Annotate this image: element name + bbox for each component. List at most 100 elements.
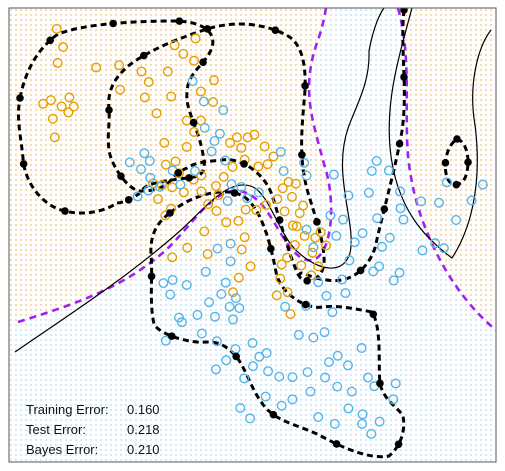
grid-dot: [200, 199, 202, 201]
grid-dot: [145, 139, 147, 141]
grid-dot: [15, 199, 17, 201]
grid-dot: [360, 84, 362, 86]
grid-dot: [400, 149, 402, 151]
grid-dot: [280, 204, 282, 206]
grid-dot: [415, 239, 417, 241]
grid-dot: [380, 199, 382, 201]
grid-dot: [360, 114, 362, 116]
grid-dot: [460, 74, 462, 76]
grid-dot: [360, 139, 362, 141]
grid-dot: [40, 109, 42, 111]
grid-dot: [90, 264, 92, 266]
grid-dot: [480, 44, 482, 46]
grid-dot: [120, 64, 122, 66]
grid-dot: [430, 194, 432, 196]
grid-dot: [445, 149, 447, 151]
grid-dot: [435, 59, 437, 61]
grid-dot: [490, 239, 492, 241]
grid-dot: [250, 29, 252, 31]
grid-dot: [150, 39, 152, 41]
grid-dot: [75, 149, 77, 151]
grid-dot: [170, 199, 172, 201]
grid-dot: [435, 154, 437, 156]
grid-dot: [475, 114, 477, 116]
grid-dot: [190, 214, 192, 216]
grid-dot: [475, 79, 477, 81]
grid-dot: [195, 9, 197, 11]
grid-dot: [120, 169, 122, 171]
grid-dot: [355, 84, 357, 86]
grid-dot: [390, 84, 392, 86]
grid-dot: [355, 219, 357, 221]
grid-dot: [270, 104, 272, 106]
grid-dot: [290, 84, 292, 86]
grid-dot: [20, 34, 22, 36]
grid-dot: [190, 14, 192, 16]
grid-dot: [380, 149, 382, 151]
grid-dot: [430, 139, 432, 141]
grid-dot: [360, 224, 362, 226]
grid-dot: [470, 154, 472, 156]
grid-dot: [15, 184, 17, 186]
grid-dot: [75, 199, 77, 201]
grid-dot: [370, 24, 372, 26]
grid-dot: [270, 259, 272, 261]
grid-dot: [350, 9, 352, 11]
grid-dot: [95, 239, 97, 241]
grid-dot: [15, 224, 17, 226]
grid-dot: [220, 34, 222, 36]
grid-dot: [240, 44, 242, 46]
grid-dot: [405, 174, 407, 176]
grid-dot: [320, 159, 322, 161]
grid-dot: [245, 189, 247, 191]
grid-dot: [150, 174, 152, 176]
grid-dot: [455, 44, 457, 46]
grid-dot: [310, 84, 312, 86]
grid-dot: [310, 159, 312, 161]
grid-dot: [165, 134, 167, 136]
grid-dot: [490, 134, 492, 136]
grid-dot: [165, 64, 167, 66]
grid-dot: [10, 149, 12, 151]
grid-dot: [85, 49, 87, 51]
grid-dot: [205, 254, 207, 256]
grid-dot: [125, 89, 127, 91]
grid-dot: [20, 49, 22, 51]
grid-dot: [285, 149, 287, 151]
grid-dot: [55, 169, 57, 171]
grid-dot: [250, 49, 252, 51]
grid-dot: [390, 204, 392, 206]
grid-dot: [240, 9, 242, 11]
grid-dot: [145, 99, 147, 101]
grid-dot: [160, 224, 162, 226]
grid-dot: [135, 39, 137, 41]
grid-dot: [455, 159, 457, 161]
grid-dot: [10, 9, 12, 11]
grid-dot: [15, 64, 17, 66]
grid-dot: [330, 94, 332, 96]
grid-dot: [25, 64, 27, 66]
grid-dot: [195, 209, 197, 211]
grid-dot: [145, 119, 147, 121]
grid-dot: [245, 14, 247, 16]
grid-dot: [80, 84, 82, 86]
grid-dot: [10, 39, 12, 41]
grid-dot: [105, 34, 107, 36]
grid-dot: [370, 249, 372, 251]
grid-dot: [335, 124, 337, 126]
grid-dot: [275, 19, 277, 21]
grid-dot: [55, 109, 57, 111]
grid-dot: [60, 24, 62, 26]
grid-dot: [305, 44, 307, 46]
grid-dot: [385, 14, 387, 16]
grid-dot: [180, 9, 182, 11]
grid-dot: [185, 244, 187, 246]
grid-dot: [185, 59, 187, 61]
grid-dot: [315, 54, 317, 56]
grid-dot: [210, 109, 212, 111]
grid-dot: [225, 249, 227, 251]
grid-dot: [115, 39, 117, 41]
grid-dot: [240, 169, 242, 171]
grid-dot: [105, 139, 107, 141]
grid-dot: [270, 109, 272, 111]
